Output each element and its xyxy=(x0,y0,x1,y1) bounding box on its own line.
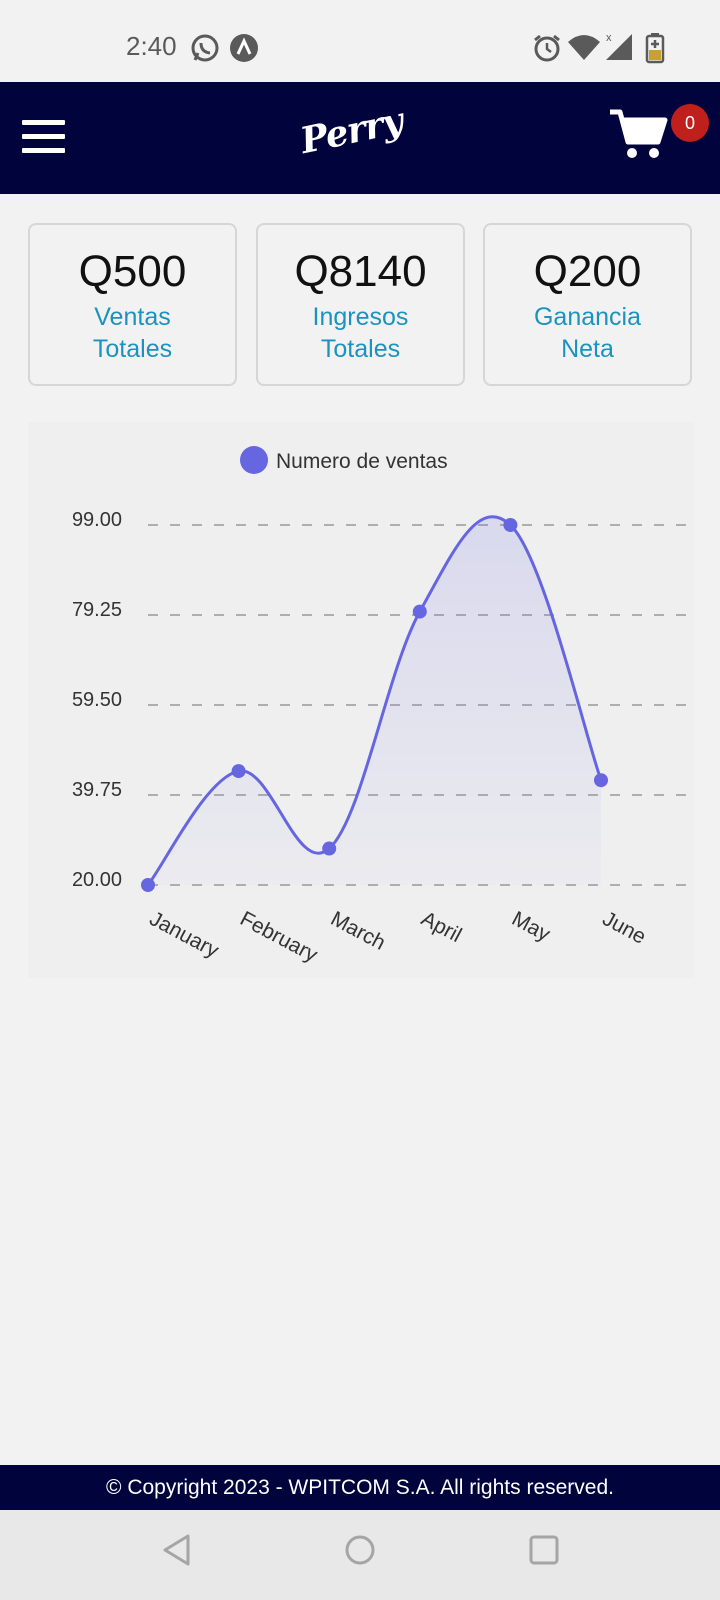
series-area xyxy=(148,516,601,885)
back-icon[interactable] xyxy=(160,1533,194,1567)
whatsapp-icon xyxy=(191,34,219,62)
stat-value: Q500 xyxy=(78,247,187,296)
stat-card-ganancia: Q200 Ganancia Neta xyxy=(483,223,692,386)
stat-label-line2: Totales xyxy=(92,335,173,363)
hamburger-bar xyxy=(22,134,65,139)
signal-icon: x xyxy=(606,32,632,60)
home-icon[interactable] xyxy=(343,1533,377,1567)
stat-label-line1: Ganancia xyxy=(533,303,642,331)
sales-chart: Numero de ventas 99.00 79.25 59.50 39.75 20.0… xyxy=(28,422,694,978)
recents-icon[interactable] xyxy=(527,1533,561,1567)
x-tick-label: February xyxy=(236,907,321,967)
perry-logo: Perry xyxy=(296,99,407,163)
wifi-icon xyxy=(568,35,600,60)
x-tick-label: April xyxy=(417,907,465,947)
y-tick-label: 59.50 xyxy=(72,689,122,711)
stat-label-line1: Ingresos xyxy=(312,303,409,331)
cart-count-badge: 0 xyxy=(671,104,709,142)
status-bar: 2:40 x xyxy=(0,0,720,82)
x-tick-label: May xyxy=(508,907,554,946)
x-tick-label: June xyxy=(599,907,650,949)
hamburger-icon xyxy=(22,120,65,125)
system-nav-bar xyxy=(0,1510,720,1600)
stat-card-ingresos: Q8140 Ingresos Totales xyxy=(256,223,465,386)
stat-label-line2: Totales xyxy=(320,335,401,363)
stat-label-line2: Neta xyxy=(561,335,614,363)
data-point xyxy=(322,841,337,856)
legend-marker xyxy=(240,446,268,474)
hamburger-bar xyxy=(22,148,65,153)
menu-button[interactable] xyxy=(22,120,66,156)
legend-label: Numero de ventas xyxy=(276,450,448,473)
app-header: Perry xyxy=(0,82,720,194)
status-time: 2:40 xyxy=(126,31,177,61)
stat-card-ventas: Q500 Ventas Totales xyxy=(28,223,237,386)
svg-text:x: x xyxy=(606,32,612,44)
battery-icon xyxy=(645,33,665,64)
data-point xyxy=(231,764,246,779)
footer-copyright: © Copyright 2023 - WPITCOM S.A. All righ… xyxy=(0,1465,720,1510)
y-tick-label: 99.00 xyxy=(72,509,122,531)
stat-value: Q8140 xyxy=(294,247,427,296)
sales-chart-svg: Numero de ventas 99.00 79.25 59.50 39.75 20.0… xyxy=(72,446,694,967)
x-tick-label: March xyxy=(327,907,389,955)
data-point xyxy=(503,518,518,532)
stat-label-line1: Ventas xyxy=(94,303,171,331)
stat-value: Q200 xyxy=(533,247,642,296)
y-tick-label: 39.75 xyxy=(72,779,122,801)
data-point xyxy=(594,773,608,788)
cart-icon[interactable] xyxy=(608,106,668,162)
y-tick-label: 79.25 xyxy=(72,599,122,621)
y-tick-label: 20.00 xyxy=(72,869,122,891)
data-point xyxy=(412,604,427,619)
data-point xyxy=(141,878,155,892)
x-tick-label: January xyxy=(146,907,223,963)
app-icon xyxy=(230,34,258,62)
alarm-icon xyxy=(534,34,560,62)
